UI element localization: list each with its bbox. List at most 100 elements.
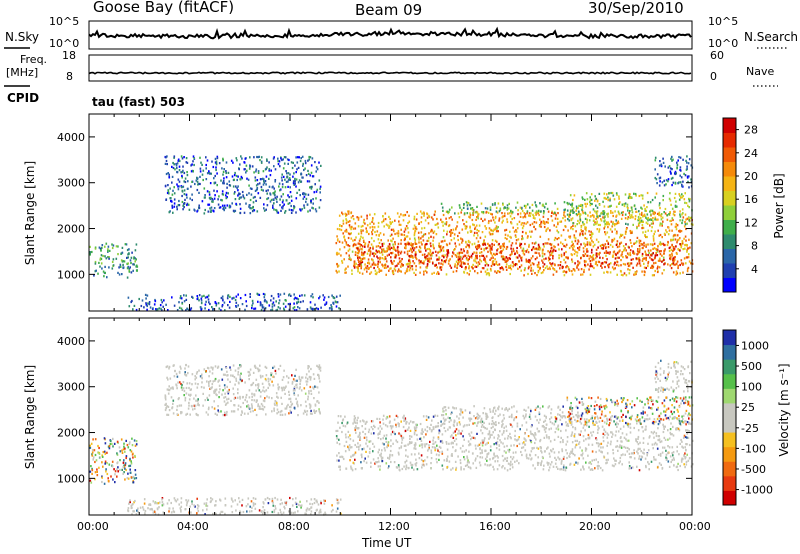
- echo-cell: [459, 447, 462, 450]
- echo-cell: [345, 271, 347, 274]
- echo-cell: [652, 235, 655, 238]
- echo-cell: [364, 263, 366, 266]
- echo-cell: [269, 200, 272, 203]
- echo-cell: [342, 232, 344, 235]
- echo-cell: [406, 267, 409, 270]
- echo-cell: [410, 243, 412, 246]
- echo-cell: [251, 383, 254, 386]
- echo-cell: [130, 504, 133, 507]
- echo-cell: [194, 182, 196, 186]
- echo-cell: [356, 216, 358, 219]
- echo-cell: [688, 186, 690, 189]
- echo-cell: [432, 262, 434, 265]
- echo-cell: [437, 226, 440, 229]
- echo-cell: [214, 181, 217, 184]
- echo-cell: [89, 446, 92, 449]
- echo-cell: [209, 182, 212, 185]
- echo-cell: [198, 294, 201, 297]
- echo-cell: [444, 254, 446, 257]
- echo-cell: [426, 264, 429, 267]
- echo-cell: [595, 204, 597, 207]
- echo-cell: [510, 244, 513, 247]
- echo-cell: [412, 421, 414, 424]
- echo-cell: [632, 258, 634, 261]
- echo-cell: [388, 226, 390, 229]
- echo-cell: [259, 364, 261, 367]
- echo-cell: [606, 231, 609, 234]
- echo-cell: [98, 261, 100, 264]
- echo-cell: [475, 261, 478, 264]
- echo-cell: [307, 169, 309, 172]
- echo-cell: [490, 219, 492, 222]
- echo-cell: [397, 253, 400, 256]
- echo-cell: [432, 218, 434, 221]
- echo-cell: [237, 175, 239, 178]
- echo-cell: [345, 219, 348, 222]
- echo-cell: [428, 260, 431, 263]
- echo-cell: [624, 232, 627, 235]
- echo-cell: [610, 191, 612, 195]
- echo-cell: [664, 262, 666, 265]
- echo-cell: [305, 380, 308, 383]
- echo-cell: [111, 465, 114, 468]
- echo-cell: [459, 206, 461, 209]
- echo-cell: [158, 307, 161, 310]
- echo-cell: [344, 433, 347, 436]
- echo-cell: [602, 247, 605, 250]
- echo-cell: [176, 167, 178, 170]
- echo-cell: [677, 238, 680, 241]
- echo-cell: [637, 437, 639, 440]
- echo-cell: [308, 158, 310, 161]
- echo-cell: [293, 387, 296, 390]
- echo-cell: [663, 263, 665, 266]
- echo-cell: [234, 171, 236, 175]
- echo-cell: [571, 270, 573, 273]
- echo-cell: [190, 307, 193, 310]
- echo-cell: [247, 370, 250, 374]
- echo-cell: [263, 181, 266, 184]
- echo-cell: [633, 192, 635, 195]
- echo-cell: [546, 207, 549, 210]
- echo-cell: [366, 217, 368, 220]
- echo-cell: [616, 240, 619, 243]
- echo-cell: [259, 196, 262, 199]
- echo-cell: [345, 241, 348, 244]
- echo-cell: [488, 272, 490, 276]
- echo-cell: [258, 155, 260, 158]
- echo-cell: [339, 224, 341, 227]
- echo-cell: [597, 215, 600, 218]
- echo-cell: [463, 203, 465, 206]
- echo-cell: [495, 262, 497, 265]
- echo-cell: [584, 244, 586, 248]
- echo-cell: [675, 245, 677, 248]
- echo-cell: [282, 158, 284, 161]
- echo-cell: [300, 389, 303, 392]
- echo-cell: [101, 455, 104, 458]
- echo-cell: [265, 183, 267, 186]
- echo-cell: [576, 266, 578, 269]
- echo-cell: [631, 230, 633, 233]
- echo-cell: [575, 213, 578, 216]
- echo-cell: [204, 296, 207, 299]
- echo-cell: [183, 202, 186, 205]
- echo-cell: [583, 223, 586, 226]
- echo-cell: [498, 217, 501, 220]
- echo-cell: [128, 252, 130, 255]
- echo-cell: [338, 270, 340, 273]
- echo-cell: [323, 298, 325, 301]
- echo-cell: [283, 156, 286, 159]
- echo-cell: [539, 254, 541, 257]
- echo-cell: [124, 478, 126, 481]
- echo-cell: [654, 159, 657, 162]
- echo-cell: [305, 174, 308, 177]
- echo-cell: [353, 263, 356, 266]
- echo-cell: [186, 500, 189, 503]
- echo-cell: [158, 501, 161, 504]
- echo-cell: [189, 413, 191, 416]
- echo-cell: [650, 209, 652, 212]
- echo-cell: [628, 465, 631, 468]
- echo-cell: [257, 300, 259, 303]
- echo-cell: [432, 236, 435, 239]
- echo-cell: [576, 207, 578, 210]
